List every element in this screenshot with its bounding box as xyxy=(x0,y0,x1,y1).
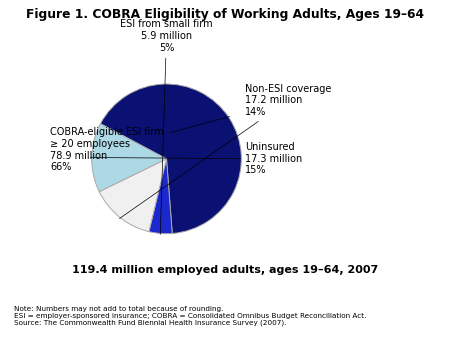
Wedge shape xyxy=(100,84,241,234)
Wedge shape xyxy=(149,159,172,234)
Text: ESI from small firm
5.9 million
5%: ESI from small firm 5.9 million 5% xyxy=(120,19,213,235)
Text: COBRA-eligible ESI firm
≥ 20 employees
78.9 million
66%: COBRA-eligible ESI firm ≥ 20 employees 7… xyxy=(50,117,230,172)
Wedge shape xyxy=(99,159,166,232)
Text: Non-ESI coverage
17.2 million
14%: Non-ESI coverage 17.2 million 14% xyxy=(120,84,332,218)
Text: Note: Numbers may not add to total because of rounding.
ESI = employer-sponsored: Note: Numbers may not add to total becau… xyxy=(14,306,366,327)
Text: 119.4 million employed adults, ages 19–64, 2007: 119.4 million employed adults, ages 19–6… xyxy=(72,265,378,275)
Text: Figure 1. COBRA Eligibility of Working Adults, Ages 19–64: Figure 1. COBRA Eligibility of Working A… xyxy=(26,8,424,21)
Wedge shape xyxy=(92,124,166,192)
Text: Uninsured
17.3 million
15%: Uninsured 17.3 million 15% xyxy=(91,142,302,175)
